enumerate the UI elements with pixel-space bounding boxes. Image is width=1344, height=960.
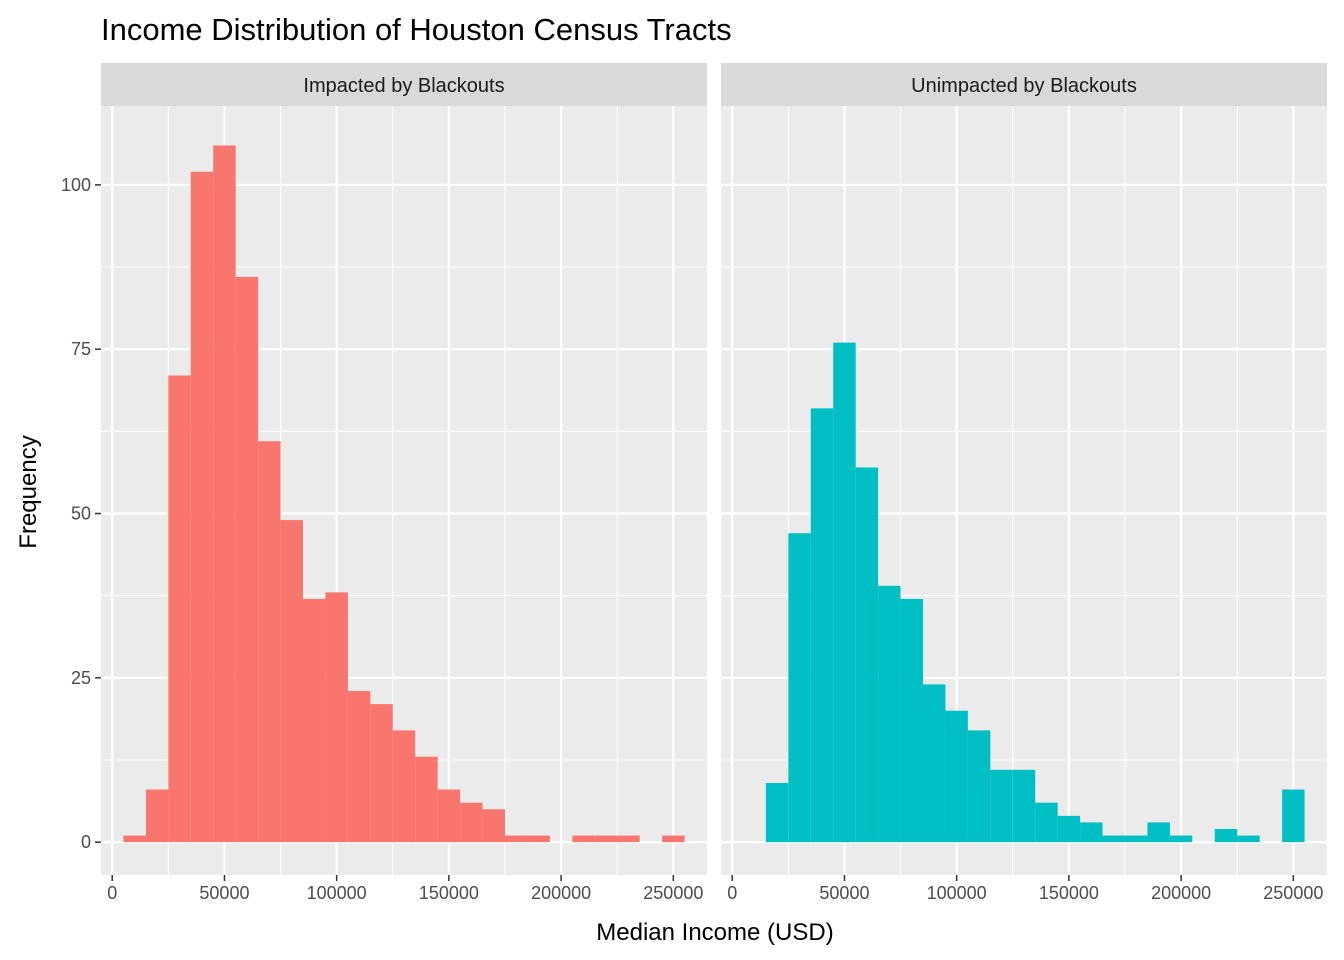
x-axis-title: Median Income (USD) (596, 919, 833, 946)
histogram-bar (145, 789, 169, 843)
x-tick-label: 0 (727, 883, 737, 903)
histogram-bar (1057, 815, 1081, 843)
histogram-bar (347, 690, 371, 843)
histogram-bar (325, 592, 348, 843)
y-tick-label: 100 (61, 175, 91, 195)
histogram-bar (1035, 802, 1058, 843)
histogram-bar (617, 835, 640, 843)
histogram-bar (810, 408, 834, 843)
histogram-bar (437, 789, 461, 843)
histogram-bar (594, 835, 618, 843)
histogram-bar (1125, 835, 1148, 843)
x-tick-label: 200000 (531, 883, 591, 903)
histogram-bar (855, 467, 879, 843)
histogram-bar (168, 375, 191, 843)
histogram-bar (878, 585, 901, 843)
histogram-bar (923, 684, 946, 843)
facet-panels: Impacted by Blackouts 0 50000 100000 150000 2… (61, 63, 1327, 903)
x-tick-label: 150000 (419, 883, 479, 903)
histogram-bar (370, 704, 393, 843)
facet-strip-label: Impacted by Blackouts (303, 75, 504, 97)
histogram-bar (765, 782, 789, 843)
facet-panel-2: Unimpacted by Blackouts 0 50000 100000 15000… (721, 63, 1327, 903)
histogram-bar (213, 145, 236, 843)
histogram-bar (967, 730, 991, 843)
x-tick-label: 250000 (643, 883, 703, 903)
y-tick-label: 25 (71, 668, 91, 688)
y-axis-title: Frequency (15, 435, 42, 548)
histogram-bar (833, 342, 856, 843)
x-tick-label: 100000 (307, 883, 367, 903)
facet-panel-1: Impacted by Blackouts 0 50000 100000 150000 2… (61, 63, 707, 903)
histogram-bar (235, 276, 259, 843)
y-tick-label: 50 (71, 504, 91, 524)
histogram-bar (1102, 835, 1125, 843)
chart-title: Income Distribution of Houston Census Tr… (101, 12, 732, 47)
histogram-bar (572, 835, 595, 843)
histogram-bar (280, 520, 303, 843)
histogram-bar (303, 598, 326, 843)
histogram-bar (190, 171, 214, 843)
x-tick-label: 250000 (1263, 883, 1323, 903)
y-tick-label: 0 (81, 832, 91, 852)
histogram-bar (392, 730, 416, 843)
histogram-bar (945, 710, 968, 843)
histogram-bar (460, 802, 483, 843)
x-tick-label: 200000 (1151, 883, 1211, 903)
x-tick-label: 100000 (927, 883, 987, 903)
histogram-bar (123, 835, 146, 843)
histogram-bar (1237, 835, 1260, 843)
histogram-bar (527, 835, 550, 843)
histogram-bar (505, 835, 528, 843)
histogram-bar (662, 835, 685, 843)
histogram-bar (900, 598, 923, 843)
histogram-bar (415, 756, 438, 843)
histogram-bar (482, 809, 505, 843)
histogram-bar (788, 533, 811, 843)
facet-strip-label: Unimpacted by Blackouts (911, 75, 1137, 97)
histogram-bar (1080, 822, 1103, 843)
x-tick-label: 50000 (199, 883, 249, 903)
facet-strip (721, 63, 1327, 106)
histogram-bar (1147, 822, 1170, 843)
histogram-bar (990, 769, 1013, 843)
histogram-bar (1214, 828, 1238, 843)
x-tick-label: 150000 (1039, 883, 1099, 903)
histogram-bar (1282, 789, 1305, 843)
histogram-bar (1012, 769, 1036, 843)
x-tick-label: 0 (107, 883, 117, 903)
y-tick-label: 75 (71, 339, 91, 359)
facet-strip (101, 63, 707, 106)
histogram-bar (1169, 835, 1193, 843)
histogram-bar (258, 441, 281, 843)
x-tick-label: 50000 (819, 883, 869, 903)
